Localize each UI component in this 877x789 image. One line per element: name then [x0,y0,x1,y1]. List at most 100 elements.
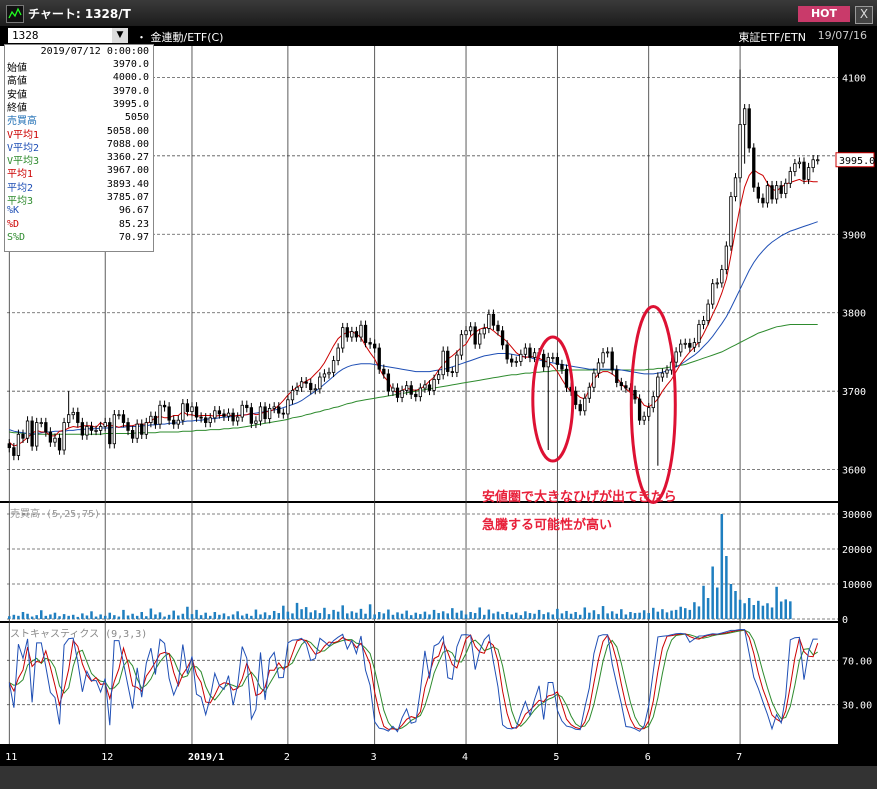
candle-body [624,385,628,389]
candle-body [802,161,806,180]
hot-button[interactable]: HOT [798,6,850,22]
candle-body [103,422,107,427]
volume-bar [674,609,678,619]
candle-body [363,324,368,343]
volume-bar [236,611,239,619]
candle-body [267,408,272,420]
volume-bar [519,615,523,619]
volume-bar [556,608,559,619]
candle-body [213,410,217,419]
candle-body [660,372,665,378]
volume-bar [327,614,331,619]
volume-bar [615,613,619,619]
data-row: 平均3 3785.07 [7,192,151,207]
exchange-label: 東証ETF/ETN [738,31,806,44]
volume-bar [195,609,198,619]
candle-body [245,404,249,409]
volume-bar [373,614,376,619]
candle-body [140,423,144,435]
volume-bar [702,585,705,619]
volume-bar [423,611,427,619]
volume-bar [259,614,262,619]
volume-bar [355,612,358,619]
volume-bar [81,613,84,619]
data-row-label: V平均2 [7,142,40,154]
volume-bar [642,610,646,619]
scroll-overview[interactable] [0,766,877,789]
volume-bar [757,600,760,619]
candle-body [578,404,582,412]
volume-bar [122,609,125,619]
volume-bar [204,612,207,619]
volume-bar [487,609,491,619]
volume-bar [26,613,29,619]
candle-body [596,362,601,374]
volume-bar [391,614,395,619]
volume-bar [368,604,372,619]
candle-body [89,426,94,431]
candle-body [450,371,454,373]
volume-bar [53,612,57,619]
candle-body [555,357,560,365]
candle-body [354,331,359,338]
chart-area[interactable]: 36003700380039004000410011122019/1234567… [0,46,877,766]
volume-bar [350,611,354,619]
data-row-value: 3970.0 [112,59,149,70]
candle-body [263,406,267,420]
close-button[interactable]: X [855,6,873,24]
volume-bar [227,616,230,619]
volume-bar [309,612,312,619]
candle-body [404,385,409,391]
volume-bar [277,613,281,619]
volume-bar [400,613,404,619]
volume-bar [679,606,682,619]
volume-bar [71,614,75,619]
volume-bar [103,615,107,619]
data-row: 終値 3995.0 [7,99,151,114]
candle-body [742,108,747,125]
candle-body [409,385,413,395]
candle-body [615,369,619,383]
candle-body [765,185,770,204]
title-bar: チャート: 1328/T HOT X [0,0,877,27]
candle-body [551,357,555,359]
volume-bar [688,609,692,619]
candle-body [235,416,240,422]
candle-body [254,420,258,424]
datetime-value: 2019/07/12 0:00:00 [40,46,149,57]
candle-body [683,342,687,345]
volume-bar [693,602,696,619]
axis-gutter [838,623,877,744]
candle-body [98,426,103,431]
volume-bar [245,613,249,619]
candle-body [149,415,153,423]
candle-body [126,422,130,431]
chevron-down-icon[interactable]: ▼ [112,28,128,43]
x-tick-label: 6 [645,752,651,763]
candle-body [382,368,386,375]
volume-bar [592,610,596,619]
data-row-value: 3893.40 [106,178,149,190]
x-tick-label: 12 [101,752,113,763]
volume-bar [747,598,751,619]
candle-body [573,390,578,405]
volume-bar [39,610,43,619]
volume-bar [286,611,290,619]
volume-bar [583,607,587,619]
data-row-value: 3360.27 [106,152,149,164]
volume-bar [126,615,130,619]
volume-bar [515,612,518,619]
y-tick-label: 20000 [842,545,872,556]
volume-bar [761,605,765,619]
candle-body [647,407,651,417]
data-row: %D 85.23 [7,219,151,231]
volume-bar [213,612,217,619]
volume-bar [620,609,623,619]
candle-body [16,433,21,456]
volume-bar [610,611,614,619]
candle-body [637,398,642,421]
data-row-value: 85.23 [118,218,149,230]
volume-bar [12,614,16,619]
volume-bar [725,556,728,619]
symbol-input[interactable]: 1328 [8,28,126,43]
